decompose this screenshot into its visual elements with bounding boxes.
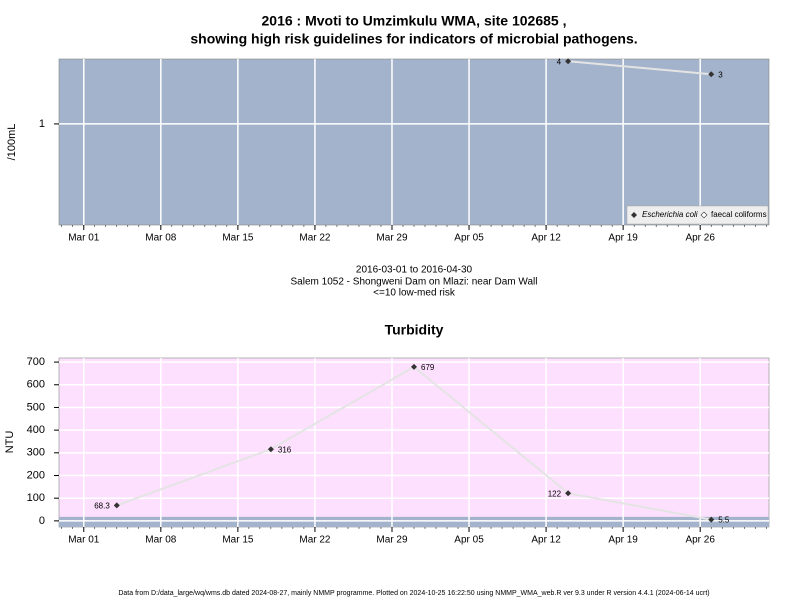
x-tick-label: Mar 22 (299, 535, 331, 546)
y-tick-label: 0 (39, 515, 45, 527)
data-label: 316 (278, 445, 292, 454)
x-tick-label: Apr 05 (454, 535, 484, 546)
y-tick-label: 400 (27, 424, 45, 436)
data-label: 679 (421, 363, 435, 372)
data-line (568, 60, 712, 76)
data-label: 122 (548, 489, 562, 498)
y-tick-label: 100 (27, 492, 45, 504)
x-tick-label: Mar 08 (145, 233, 177, 244)
legend-marker (700, 211, 708, 219)
y-tick-label: 1 (39, 118, 45, 130)
x-tick-label: Mar 15 (222, 233, 254, 244)
x-tick-label: Mar 22 (299, 233, 331, 244)
y-tick-label: 200 (27, 469, 45, 481)
x-tick-label: Mar 01 (68, 535, 100, 546)
data-label: 5.5 (718, 516, 730, 525)
x-tick-label: Apr 19 (608, 233, 638, 244)
y-tick-label: 300 (27, 447, 45, 459)
note: 2016-03-01 to 2016-04-30 (356, 265, 473, 276)
x-tick-label: Apr 26 (685, 233, 715, 244)
y-axis-label: /100mL (6, 124, 18, 161)
y-tick-label: 600 (27, 379, 45, 391)
data-point (113, 502, 120, 509)
y-tick-label: 700 (27, 356, 45, 368)
x-tick-label: Mar 08 (145, 535, 177, 546)
chart-title: showing high risk guidelines for indicat… (190, 31, 637, 47)
data-point (411, 363, 417, 370)
data-point (565, 490, 572, 497)
plot-background (58, 58, 770, 226)
data-label: 68.3 (94, 501, 110, 510)
data-point (267, 446, 274, 453)
x-tick-label: Apr 26 (685, 535, 715, 546)
footer: Data from D:/data_large/wq/wms.db dated … (118, 590, 709, 597)
x-tick-label: Mar 15 (222, 535, 254, 546)
x-tick-label: Apr 12 (531, 233, 561, 244)
chart-title: 2016 : Mvoti to Umzimkulu WMA, site 1026… (262, 13, 567, 29)
x-tick-label: Mar 01 (68, 233, 100, 244)
legend-marker (631, 212, 637, 218)
low-risk-band (59, 516, 769, 527)
data-label: 3 (718, 70, 723, 79)
x-tick-label: Apr 05 (454, 233, 484, 244)
x-tick-label: Apr 12 (531, 535, 561, 546)
legend-box (626, 205, 769, 225)
legend-label: faecal coliforms (711, 210, 767, 219)
data-point (708, 516, 715, 523)
note: <=10 low-med risk (373, 288, 456, 299)
data-point (708, 71, 715, 78)
data-label: 4 (557, 57, 562, 66)
y-tick-label: 500 (27, 401, 45, 413)
chart-title: Turbidity (385, 322, 444, 338)
plot-background (58, 357, 770, 528)
y-axis-label: NTU (4, 431, 16, 454)
x-tick-label: Mar 29 (376, 535, 408, 546)
x-tick-label: Apr 19 (608, 535, 638, 546)
note: Salem 1052 - Shongweni Dam on Mlazi: nea… (291, 277, 538, 288)
x-tick-label: Mar 29 (376, 233, 408, 244)
data-point (565, 58, 572, 65)
legend-label: Escherichia coli (642, 210, 698, 219)
